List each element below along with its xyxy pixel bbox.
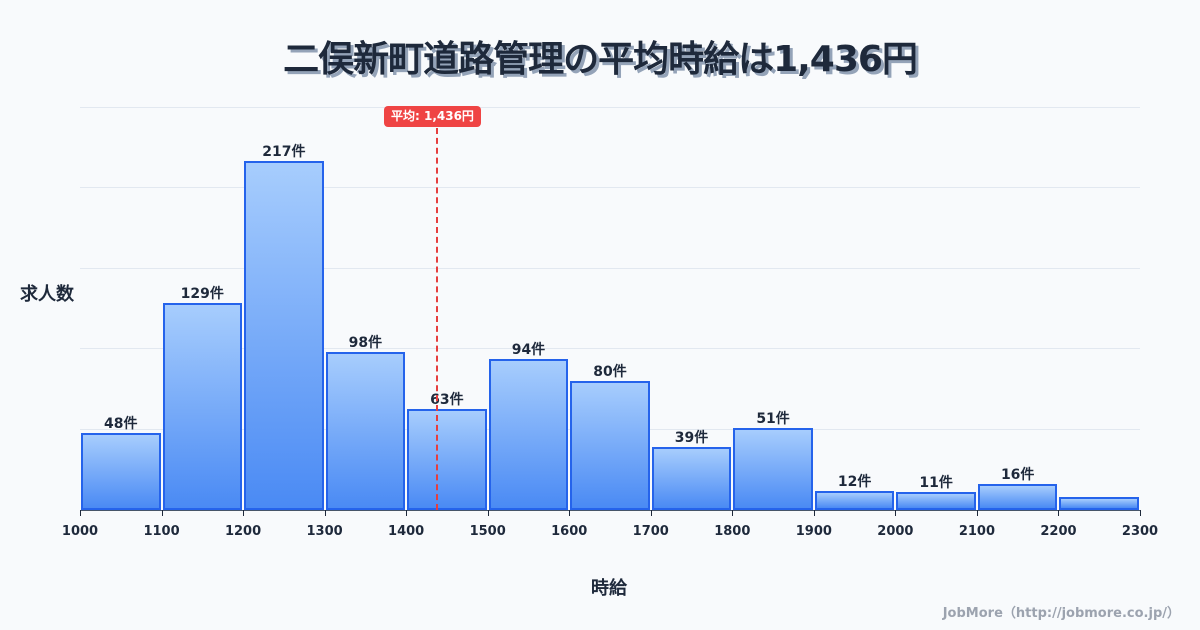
bar-value-label: 217件 — [262, 144, 306, 161]
x-tick-label: 2300 — [1121, 524, 1159, 539]
histogram-bar — [977, 484, 1058, 510]
bar-value-label: 94件 — [511, 341, 546, 358]
x-tick — [487, 510, 489, 516]
bar-value-label: 11件 — [919, 475, 953, 492]
bar-value-label: 80件 — [593, 364, 627, 381]
x-axis-line — [80, 510, 1140, 511]
x-axis-label: 時給 — [591, 578, 627, 599]
x-tick-label: 2000 — [877, 524, 914, 539]
footer-credit: JobMore（http://jobmore.co.jp/） — [942, 606, 1180, 621]
bar-value-label: 16件 — [1000, 467, 1035, 484]
bar-value-label: 39件 — [674, 430, 709, 447]
x-tick — [1058, 510, 1060, 516]
x-tick-label: 1500 — [469, 524, 506, 539]
gridline — [80, 348, 1140, 350]
bar-value-label: 51件 — [756, 411, 790, 427]
histogram-bar — [570, 381, 650, 510]
x-tick — [976, 510, 978, 516]
x-tick — [813, 510, 815, 516]
x-tick-label: 1100 — [143, 524, 180, 539]
x-tick — [569, 510, 571, 516]
x-tick — [243, 510, 245, 516]
average-line — [436, 128, 438, 510]
chart-title: 二俣新町道路管理の平均時給は1,436円 — [283, 39, 918, 80]
histogram-bar — [244, 161, 324, 510]
bar-value-label: 48件 — [104, 415, 138, 432]
x-tick-label: 1300 — [306, 524, 343, 539]
x-tick-label: 1700 — [632, 524, 669, 539]
histogram-bar — [896, 492, 976, 510]
x-tick — [650, 510, 652, 516]
x-tick — [324, 510, 326, 516]
x-tick — [895, 510, 897, 516]
x-tick-label: 1400 — [388, 524, 425, 539]
plot-area: 48件 129件 217件 98件 63件 94件 80件 39件 51件 12件 11件 16件 — [80, 100, 1140, 510]
x-tick — [80, 510, 81, 516]
x-tick-label: 2200 — [1040, 524, 1077, 539]
x-tick — [1140, 510, 1141, 516]
x-tick-label: 1200 — [224, 524, 262, 539]
histogram-bar — [651, 447, 732, 510]
bar-value-label: 63件 — [430, 391, 464, 408]
y-axis-label: 求人数 — [20, 284, 74, 305]
x-tick-label: 1900 — [795, 524, 832, 539]
bar-value-label: 98件 — [348, 335, 383, 352]
bar-value-label: 129件 — [180, 285, 224, 302]
histogram-bar — [733, 428, 813, 510]
histogram-bar — [407, 408, 487, 510]
x-tick-label: 1800 — [714, 524, 751, 539]
average-badge: 平均: 1,436円 — [384, 106, 481, 127]
histogram-bar — [325, 352, 406, 510]
histogram-bar — [1059, 497, 1139, 510]
x-tick-label: 1000 — [61, 524, 99, 539]
histogram-bar — [814, 490, 895, 510]
gridline — [80, 187, 1140, 189]
x-tick — [732, 510, 734, 516]
bar-value-label: 12件 — [837, 473, 872, 490]
x-tick-label: 1600 — [551, 524, 588, 539]
gridline — [80, 267, 1140, 269]
histogram-bar — [162, 302, 243, 510]
histogram-bar — [488, 358, 569, 510]
histogram-bar — [81, 432, 161, 510]
x-tick — [161, 510, 163, 516]
x-tick — [406, 510, 408, 516]
gridline — [80, 107, 1140, 109]
x-tick-label: 2100 — [958, 524, 996, 539]
